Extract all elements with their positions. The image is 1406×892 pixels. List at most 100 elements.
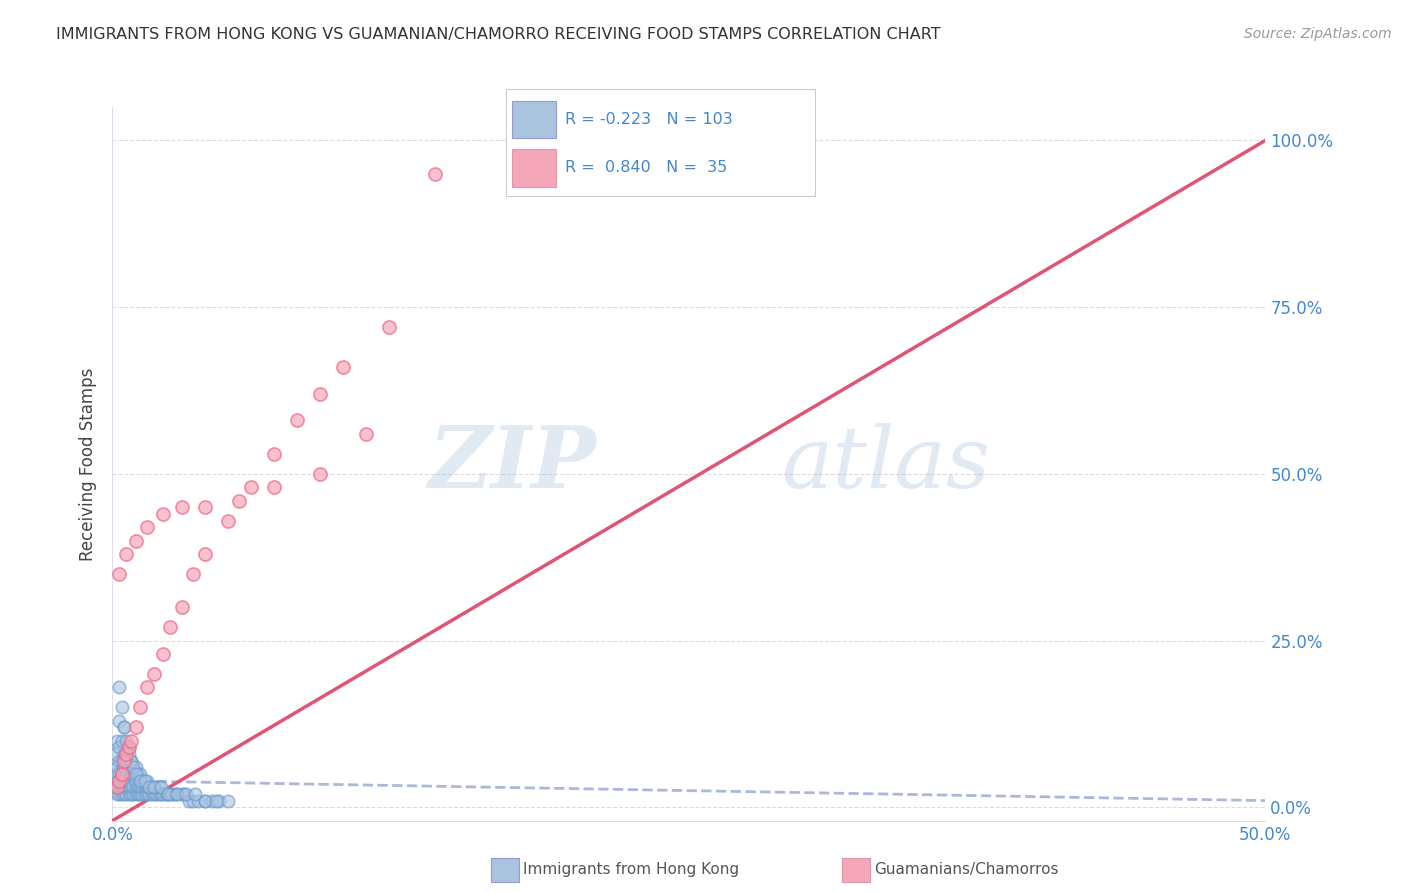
Point	[120, 787, 142, 801]
Point	[111, 767, 134, 781]
Text: Guamanians/Chamorros: Guamanians/Chamorros	[875, 863, 1059, 877]
Point	[127, 780, 149, 795]
Point	[117, 787, 139, 801]
Point	[105, 733, 128, 747]
Point	[129, 767, 152, 781]
Point	[105, 760, 128, 774]
Point	[217, 794, 239, 808]
Point	[108, 566, 131, 581]
Point	[181, 794, 204, 808]
Point	[117, 740, 139, 755]
Point	[111, 733, 134, 747]
Point	[136, 773, 159, 788]
Point	[105, 773, 128, 788]
Point	[148, 787, 170, 801]
Point	[173, 787, 195, 801]
Point	[152, 507, 174, 521]
Point	[136, 680, 159, 694]
Point	[115, 733, 138, 747]
Point	[156, 787, 179, 801]
Point	[136, 780, 159, 795]
Point	[108, 740, 131, 755]
Text: IMMIGRANTS FROM HONG KONG VS GUAMANIAN/CHAMORRO RECEIVING FOOD STAMPS CORRELATIO: IMMIGRANTS FROM HONG KONG VS GUAMANIAN/C…	[56, 27, 941, 42]
Point	[131, 787, 153, 801]
Point	[181, 566, 204, 581]
Point	[117, 740, 139, 755]
Point	[332, 360, 354, 375]
Point	[115, 747, 138, 761]
Point	[120, 733, 142, 747]
Point	[201, 794, 224, 808]
Point	[115, 767, 138, 781]
Point	[145, 787, 167, 801]
Point	[134, 773, 156, 788]
Point	[141, 787, 163, 801]
Point	[124, 767, 146, 781]
Point	[239, 480, 262, 494]
Point	[122, 780, 145, 795]
Point	[115, 547, 138, 561]
Point	[111, 754, 134, 768]
Point	[112, 720, 135, 734]
FancyBboxPatch shape	[512, 149, 555, 186]
Point	[117, 773, 139, 788]
Point	[111, 700, 134, 714]
Point	[136, 787, 159, 801]
Point	[115, 754, 138, 768]
Point	[143, 667, 166, 681]
Point	[104, 747, 127, 761]
Point	[111, 767, 134, 781]
Point	[108, 714, 131, 728]
Point	[285, 413, 308, 427]
Point	[129, 700, 152, 714]
Point	[115, 780, 138, 795]
Point	[122, 767, 145, 781]
Point	[155, 787, 177, 801]
Point	[112, 720, 135, 734]
Point	[124, 760, 146, 774]
Point	[194, 794, 217, 808]
Point	[143, 787, 166, 801]
Point	[112, 747, 135, 761]
Point	[104, 780, 127, 795]
Point	[166, 787, 188, 801]
Point	[124, 720, 146, 734]
Point	[187, 794, 209, 808]
Point	[127, 767, 149, 781]
Point	[148, 780, 170, 795]
Point	[177, 794, 200, 808]
Point	[184, 787, 207, 801]
FancyBboxPatch shape	[512, 101, 555, 138]
Point	[309, 467, 332, 481]
Point	[309, 386, 332, 401]
Point	[136, 520, 159, 534]
Point	[117, 747, 139, 761]
Point	[143, 780, 166, 795]
Point	[117, 780, 139, 795]
Point	[149, 780, 172, 795]
Point	[138, 780, 160, 795]
Point	[152, 787, 174, 801]
Point	[194, 547, 217, 561]
Point	[112, 773, 135, 788]
Point	[120, 754, 142, 768]
Point	[263, 447, 285, 461]
Point	[138, 787, 160, 801]
Text: atlas: atlas	[782, 423, 990, 505]
Point	[127, 787, 149, 801]
Y-axis label: Receiving Food Stamps: Receiving Food Stamps	[79, 368, 97, 560]
Point	[131, 773, 153, 788]
Point	[117, 760, 139, 774]
Point	[378, 320, 401, 334]
Point	[124, 773, 146, 788]
Point	[141, 780, 163, 795]
Point	[194, 500, 217, 515]
Point	[228, 493, 250, 508]
Point	[217, 514, 239, 528]
Point	[120, 754, 142, 768]
Point	[156, 787, 179, 801]
Point	[138, 780, 160, 795]
Point	[124, 780, 146, 795]
Text: Source: ZipAtlas.com: Source: ZipAtlas.com	[1244, 27, 1392, 41]
Point	[170, 787, 193, 801]
